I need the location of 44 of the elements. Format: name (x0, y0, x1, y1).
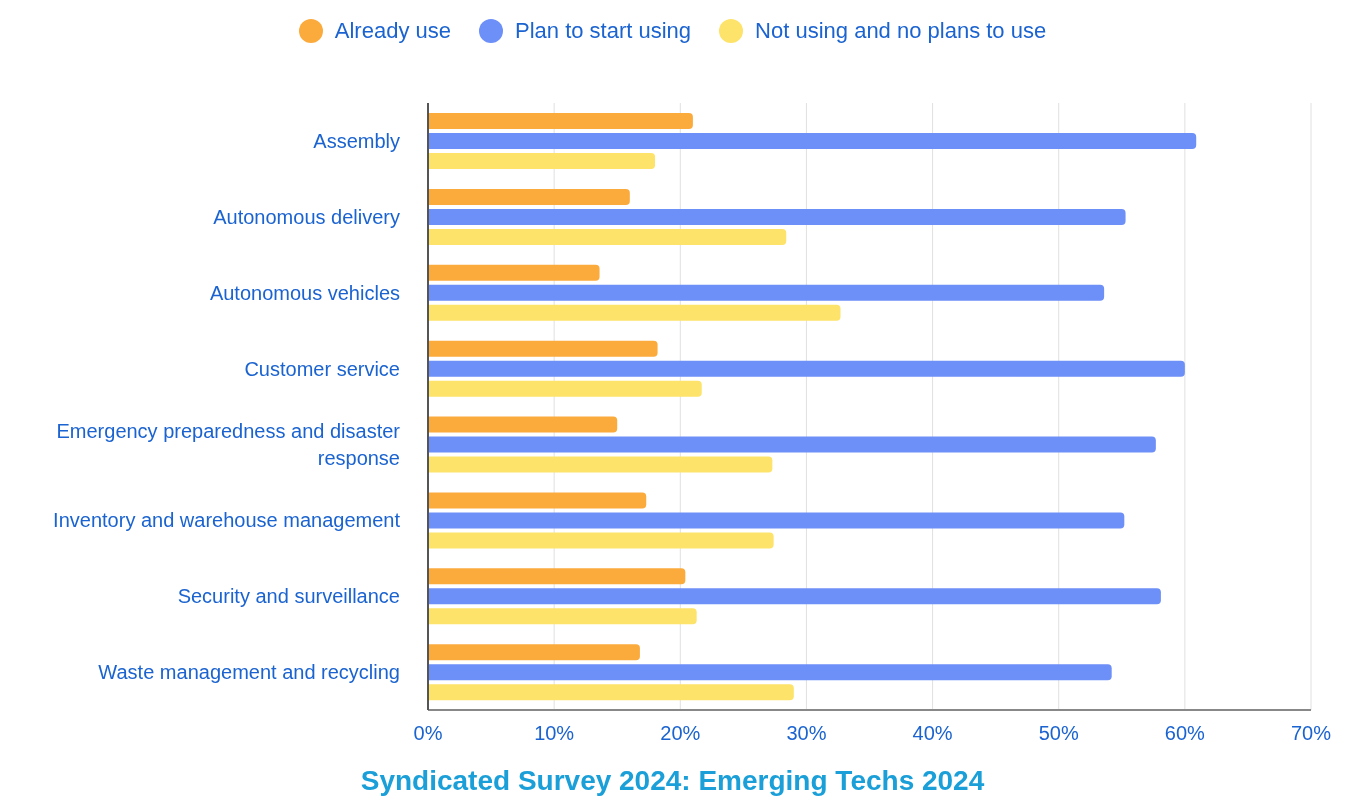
bar (428, 568, 686, 585)
bar (428, 644, 640, 661)
bar (428, 360, 1185, 377)
bar (428, 532, 774, 549)
y-tick-label: Customer service (244, 357, 400, 380)
text: Syndicated Survey 2024: Emerging Techs 2024 (359, 765, 986, 797)
bar (428, 340, 658, 357)
bar (428, 188, 630, 205)
bar (428, 492, 647, 509)
bar (428, 436, 1156, 453)
x-tick-label: 70% (1290, 722, 1332, 745)
y-tick-label: Autonomous vehicles (209, 281, 400, 304)
x-tick-label: 10% (534, 722, 575, 745)
bar (428, 133, 1197, 149)
y-tick-label: Waste management and recycling (98, 661, 400, 684)
x-tick-label: 50% (1038, 722, 1079, 745)
y-tick-label: Emergency preparedness and disaster response (56, 419, 401, 469)
bar (428, 153, 656, 169)
x-tick-label: 30% (786, 722, 827, 745)
y-tick-label: Autonomous delivery (213, 205, 400, 228)
legend-label: Already use (334, 17, 451, 44)
bar (428, 608, 697, 625)
legend-label: Plan to start using (514, 17, 692, 44)
bar (428, 416, 618, 433)
bar (428, 228, 787, 245)
bar (428, 380, 702, 397)
bar (428, 664, 1112, 681)
bar (428, 264, 600, 281)
y-tick-label: Security and surveillance (177, 585, 400, 608)
legend-label: Not using and no plans to use (755, 17, 1047, 44)
bar (428, 208, 1126, 225)
bar (428, 456, 773, 473)
x-tick-label: 40% (912, 722, 953, 745)
x-tick-label: 60% (1164, 722, 1206, 745)
bar (428, 304, 841, 321)
bar (428, 512, 1125, 529)
x-tick-label: 20% (660, 722, 701, 745)
x-tick-label: 0% (413, 722, 443, 745)
bar (428, 284, 1105, 301)
bar (428, 588, 1161, 605)
bar (428, 684, 794, 701)
bar (428, 113, 693, 129)
y-tick-label: Assembly (313, 129, 400, 152)
y-tick-label: Inventory and warehouse management (53, 509, 401, 532)
